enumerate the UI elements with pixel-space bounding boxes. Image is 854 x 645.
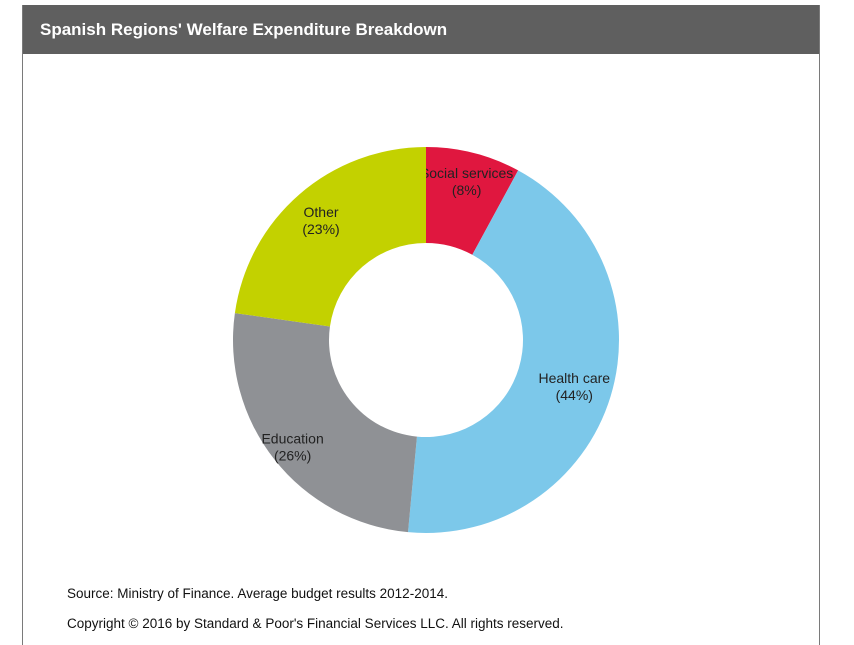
slice-other (234, 147, 426, 327)
chart-panel: Spanish Regions' Welfare Expenditure Bre… (22, 5, 820, 645)
slice-label-social-services: Social services (8%) (420, 165, 513, 198)
source-note: Source: Ministry of Finance. Average bud… (67, 586, 448, 601)
slice-label-education: Education (26%) (261, 430, 323, 463)
slice-label-health-care: Health care (44%) (538, 370, 610, 403)
copyright-note: Copyright © 2016 by Standard & Poor's Fi… (67, 616, 564, 631)
slice-health-care (408, 170, 619, 533)
chart-title: Spanish Regions' Welfare Expenditure Bre… (23, 5, 819, 54)
slice-social-services (426, 147, 519, 255)
slice-education (232, 313, 417, 533)
slice-label-other: Other (23%) (302, 204, 339, 237)
